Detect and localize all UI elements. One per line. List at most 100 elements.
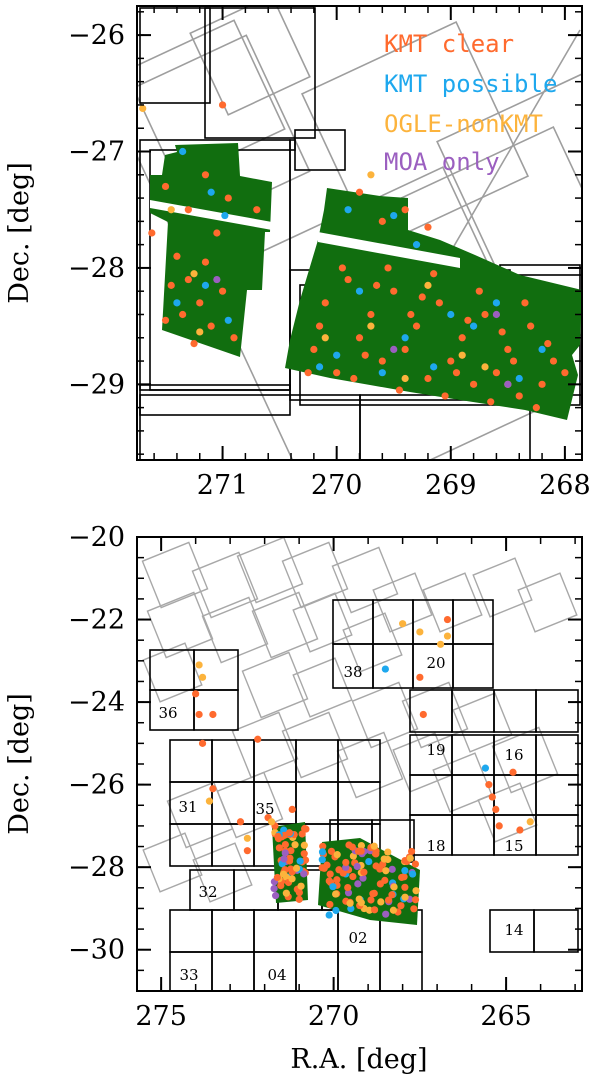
cluster-point [319,842,327,850]
ogle-field-outline [191,551,259,619]
cluster-point [357,842,365,850]
ogle-field-outline [146,591,214,659]
data-point-kmt-possible [315,363,324,371]
y-tick-label: −28 [68,852,125,883]
field-label: 33 [179,966,198,984]
data-point-ogle-nonkmt [190,270,198,278]
data-point-kmt-clear [198,739,207,747]
kmt-field-outline [211,951,255,991]
cluster-point [318,848,327,856]
data-point-kmt-clear [344,275,352,284]
data-point-ogle-nonkmt [195,661,203,669]
data-point-kmt-clear [401,345,409,354]
cluster-point [401,893,409,901]
kmt-field-outline [139,384,291,416]
cluster-point [401,883,409,891]
cluster-point [346,899,354,907]
data-point-ogle-nonkmt [139,104,147,113]
data-point-ogle-nonkmt [458,351,466,359]
kmt-field-outline [139,7,211,104]
data-point-kmt-clear [470,380,478,388]
data-point-kmt-clear [549,357,558,365]
kmt-field-outline [211,739,255,783]
data-point-kmt-clear [452,369,461,377]
bottom-tick-labels: 275 270 265 −20 −22 −24 −26 −28 −30 [68,522,532,1032]
legend-moa-only: MOA only [384,148,500,176]
ogle-field-outline [472,557,533,618]
data-point-ogle-nonkmt [267,818,276,826]
cluster-point [332,890,340,898]
data-point-kmt-clear [161,182,170,191]
cluster-point [286,854,294,862]
data-point-kmt-clear [167,281,175,289]
data-point-kmt-clear [447,357,455,365]
kmt-field-outline [452,599,494,645]
data-point-ogle-nonkmt [198,673,207,681]
kmt-field-outline [535,774,579,816]
data-point-kmt-clear [355,188,364,196]
x-tick-label: 271 [197,470,249,501]
ogle-field-outline [192,842,253,903]
data-point-kmt-clear [504,345,512,354]
cluster-point [412,887,420,895]
gap-band [150,200,272,230]
data-point-kmt-clear [435,299,443,307]
ogle-field-outline [392,732,453,793]
data-point-kmt-clear [492,805,500,814]
bottom-dense-point-cluster [270,824,420,919]
data-point-kmt-clear [148,229,156,237]
cluster-point [297,882,305,890]
data-point-kmt-clear [544,339,552,348]
field-label: 04 [267,966,286,984]
cluster-point [292,864,301,872]
cluster-point [281,849,289,857]
x-tick-label: 270 [308,1001,360,1032]
ogle-field-outline [292,592,353,653]
cluster-point [401,866,409,875]
cluster-point [382,910,390,918]
data-point-kmt-possible [201,281,210,289]
field-label: 35 [255,800,274,818]
cluster-point [291,841,299,849]
data-point-kmt-clear [333,369,341,377]
ogle-field-outline [452,692,513,753]
data-point-kmt-clear [304,369,312,377]
y-tick-label: −27 [68,137,125,168]
data-point-kmt-clear [321,299,329,307]
cluster-point [300,850,308,858]
kmt-field-outline [535,689,579,733]
data-point-kmt-clear [224,194,232,202]
data-point-kmt-clear [498,328,506,336]
cluster-point [329,883,337,891]
cluster-point [281,840,289,849]
field-label: 14 [504,921,523,939]
data-point-kmt-clear [418,293,426,301]
cluster-point [342,858,350,867]
kmt-field-outline [211,909,255,953]
cluster-point [409,870,417,878]
data-point-kmt-clear [184,275,192,284]
kmt-field-outline [379,951,423,991]
data-point-kmt-clear [190,339,198,348]
data-point-kmt-clear [253,206,261,214]
cluster-point [270,884,278,893]
data-point-kmt-clear [538,380,546,388]
kmt-field-outline [211,781,255,825]
cluster-point [275,844,283,852]
data-point-kmt-clear [367,310,375,319]
data-point-kmt-clear [487,398,495,406]
data-point-kmt-clear [173,252,181,260]
cluster-point [280,855,288,863]
data-point-kmt-clear [201,171,210,179]
top-panel: 271 270 269 268 −26 −27 −28 −29 Dec. [deg] KMT … [4,5,591,501]
legend-kmt-clear: KMT clear [384,30,514,58]
cluster-point [300,870,308,878]
data-point-kmt-clear [207,322,215,330]
ogle-field-outline [491,726,559,794]
field-label: 15 [504,837,523,855]
field-label: 32 [198,883,217,901]
cluster-point [390,883,398,891]
cluster-point [406,854,414,862]
kmt-field-outline [533,909,579,953]
data-point-ogle-nonkmt [526,818,534,826]
